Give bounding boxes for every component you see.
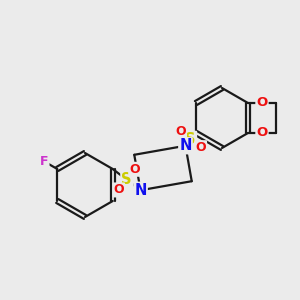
Text: O: O (256, 97, 268, 110)
Text: N: N (134, 183, 147, 198)
Text: O: O (256, 127, 268, 140)
Text: O: O (176, 124, 186, 138)
Text: O: O (113, 184, 124, 196)
Text: N: N (179, 138, 192, 153)
Text: O: O (129, 163, 140, 176)
Text: S: S (122, 172, 132, 187)
Text: F: F (40, 155, 49, 168)
Text: O: O (196, 141, 206, 154)
Text: S: S (185, 132, 196, 147)
